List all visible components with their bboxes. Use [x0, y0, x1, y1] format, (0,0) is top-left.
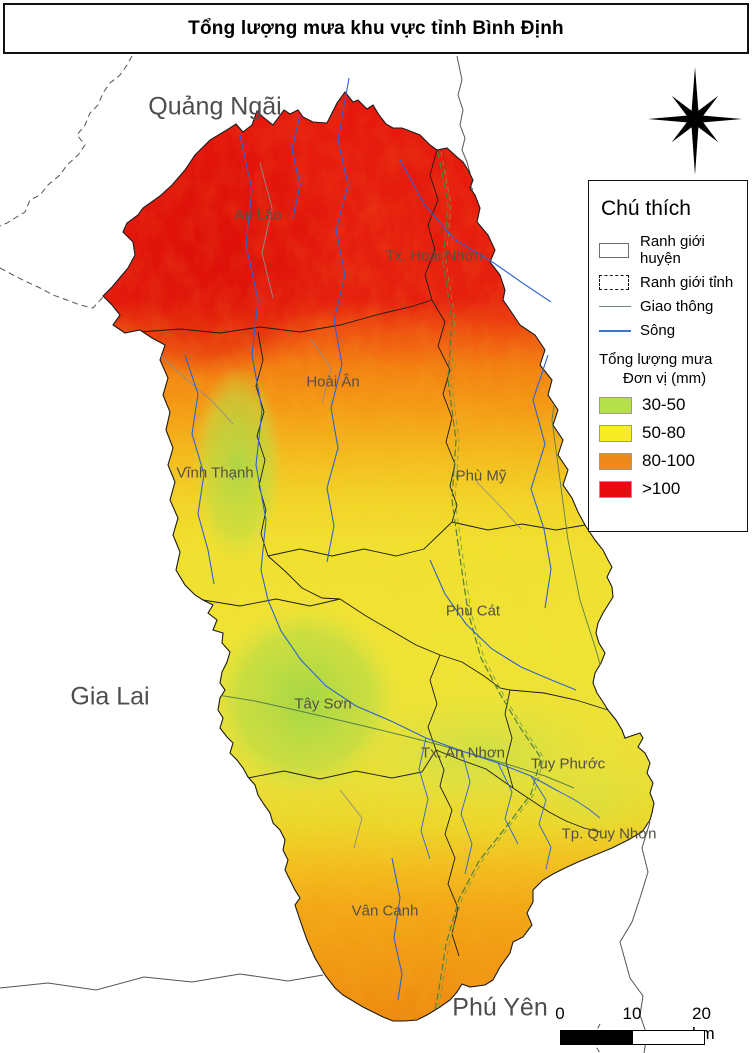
- scale-tick-0: 0: [555, 1004, 565, 1023]
- legend-item-province-boundary: Ranh giới tỉnh: [599, 274, 747, 291]
- scale-tick-10: 10: [622, 1004, 642, 1023]
- legend-class-50-80: 50-80: [599, 423, 747, 443]
- scale-bar-segments: [560, 1030, 705, 1045]
- road-main-green-2: [435, 151, 545, 1021]
- province-boundary-symbol: [599, 275, 631, 290]
- legend-item-district-boundary: Ranh giới huyện: [599, 233, 747, 267]
- swatch-80-100: [599, 452, 632, 470]
- swatch-50-80: [599, 424, 632, 442]
- scale-segment-black: [561, 1031, 633, 1044]
- coastline-se: [619, 821, 651, 1053]
- road-line-symbol: [599, 306, 631, 307]
- road-ql19: [217, 694, 575, 789]
- legend-title: Chú thích: [601, 197, 691, 220]
- swatch-30-50: [599, 396, 632, 414]
- boundary-south: [0, 973, 324, 991]
- province-dashed-boundary-nw: [0, 55, 133, 227]
- rivers: [184, 77, 601, 1001]
- legend-rain-subtitle: Đơn vị (mm): [623, 370, 707, 387]
- district-boundary-symbol: [599, 242, 631, 258]
- scale-segment-white: [632, 1031, 704, 1044]
- province-dashed-boundary-w: [0, 267, 104, 309]
- legend-class-80-100: 80-100: [599, 451, 747, 471]
- swatch-gt-100: [599, 480, 632, 498]
- legend-class-30-50: 30-50: [599, 395, 747, 415]
- legend-item-roads: Giao thông: [599, 298, 747, 315]
- legend-class-gt-100: >100: [599, 479, 747, 499]
- legend-item-river: Sông: [599, 322, 747, 339]
- legend: Chú thích Ranh giới huyện Ranh giới tỉnh…: [588, 180, 748, 532]
- river-line-symbol: [599, 329, 631, 332]
- road-main-green: [432, 151, 542, 1021]
- north-arrow-icon: [648, 67, 742, 175]
- map-title-bar: Tổng lượng mưa khu vực tỉnh Bình Định: [3, 3, 749, 54]
- boundary-dashed-se: [591, 1023, 601, 1053]
- page-title: Tổng lượng mưa khu vực tỉnh Bình Định: [188, 17, 564, 39]
- legend-rain-title: Tổng lượng mưa: [599, 351, 713, 368]
- scale-bar: 0 10 20 km: [540, 1002, 752, 1050]
